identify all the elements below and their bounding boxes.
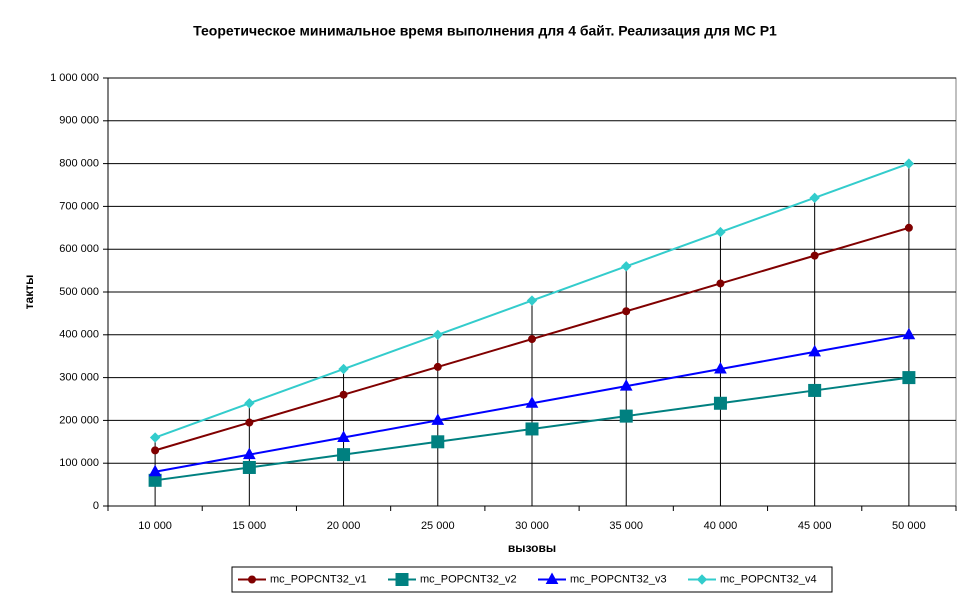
marker xyxy=(242,447,256,460)
marker xyxy=(621,261,632,272)
x-tick-label: 35 000 xyxy=(609,520,643,532)
marker xyxy=(622,307,631,316)
x-tick-label: 20 000 xyxy=(327,520,361,532)
marker xyxy=(715,226,726,238)
x-tick-label: 15 000 xyxy=(233,520,267,532)
marker xyxy=(149,432,161,443)
marker xyxy=(337,430,350,443)
marker xyxy=(248,575,256,584)
legend-label: mc_POPCNT32_v1 xyxy=(270,573,367,585)
marker xyxy=(151,446,160,455)
marker xyxy=(431,413,445,425)
marker xyxy=(431,435,445,449)
marker xyxy=(244,398,255,409)
y-tick-label: 500 000 xyxy=(59,286,99,298)
y-tick-label: 1 000 000 xyxy=(50,72,99,84)
marker xyxy=(338,363,349,375)
legend-label: mc_POPCNT32_v3 xyxy=(570,573,667,585)
marker xyxy=(395,573,409,586)
marker xyxy=(716,279,725,288)
marker xyxy=(433,362,442,371)
marker xyxy=(809,192,820,204)
marker xyxy=(810,251,819,260)
y-tick-label: 0 xyxy=(93,500,99,512)
series xyxy=(151,223,913,455)
y-tick-label: 300 000 xyxy=(59,372,99,384)
legend-label: mc_POPCNT32_v4 xyxy=(720,573,817,585)
x-tick-label: 45 000 xyxy=(798,520,832,532)
marker xyxy=(148,464,162,477)
y-tick-label: 700 000 xyxy=(59,200,99,212)
x-tick-label: 25 000 xyxy=(421,520,455,532)
marker xyxy=(339,390,348,399)
marker xyxy=(696,574,708,585)
chart-title: Теоретическое минимальное время выполнен… xyxy=(193,23,777,39)
y-tick-label: 200 000 xyxy=(59,414,99,426)
series xyxy=(148,327,916,477)
series xyxy=(148,371,916,487)
x-tick-label: 30 000 xyxy=(515,520,549,532)
marker xyxy=(902,327,916,340)
y-axis-label: такты xyxy=(22,275,36,310)
marker xyxy=(808,383,822,397)
marker xyxy=(242,460,256,474)
marker xyxy=(902,371,916,385)
legend xyxy=(231,566,833,593)
marker xyxy=(619,379,633,391)
marker xyxy=(526,295,538,306)
y-tick-label: 800 000 xyxy=(59,158,99,170)
series xyxy=(149,158,915,443)
y-tick-label: 900 000 xyxy=(59,115,99,127)
x-tick-label: 10 000 xyxy=(138,520,172,532)
marker xyxy=(525,396,539,408)
y-tick-label: 600 000 xyxy=(59,243,99,255)
x-tick-label: 50 000 xyxy=(892,520,926,532)
marker xyxy=(528,335,536,344)
y-tick-label: 100 000 xyxy=(59,457,99,469)
marker xyxy=(545,572,559,584)
x-tick-label: 40 000 xyxy=(704,520,738,532)
marker xyxy=(525,422,539,436)
marker xyxy=(432,329,443,341)
y-tick-label: 400 000 xyxy=(59,329,99,341)
marker xyxy=(245,418,254,427)
legend-label: mc_POPCNT32_v2 xyxy=(420,573,517,585)
x-axis-label: вызовы xyxy=(508,541,556,555)
marker xyxy=(619,409,633,423)
marker xyxy=(903,158,915,169)
marker xyxy=(713,396,727,410)
marker xyxy=(904,223,913,232)
marker xyxy=(808,344,822,357)
marker xyxy=(337,448,351,462)
marker xyxy=(714,362,727,374)
